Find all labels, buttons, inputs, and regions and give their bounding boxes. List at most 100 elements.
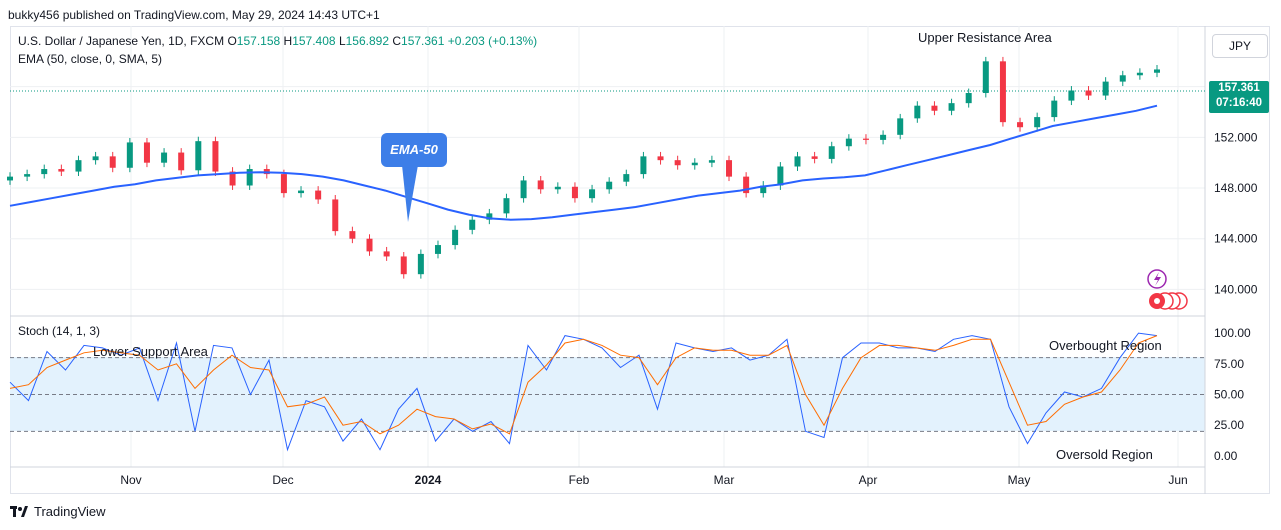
candle [469,215,476,235]
candle [75,155,82,176]
candle [1068,86,1075,106]
candle [897,113,904,140]
candle [606,177,613,194]
candle [486,208,493,225]
ema-legend[interactable]: EMA (50, close, 0, SMA, 5) [18,52,163,66]
candle [212,136,219,176]
candle [246,164,253,190]
candle [948,98,955,116]
stoch-tick-label: 25.00 [1214,418,1244,432]
candle [828,141,835,164]
candle [417,249,424,279]
candle [794,151,801,171]
candle [503,193,510,218]
candle [999,56,1006,127]
candle [1154,65,1160,78]
candle [92,151,99,165]
candle [623,169,630,187]
upper-resistance-label: Upper Resistance Area [918,30,1052,45]
footer-brand: TradingView [34,504,106,519]
candle [777,162,784,190]
oversold-label: Oversold Region [1056,447,1153,462]
stoch-tick-label: 0.00 [1214,449,1238,463]
candle [41,164,48,179]
alert-icon[interactable] [1147,269,1167,289]
candle [571,182,578,203]
price-tick-label: 144.000 [1214,232,1258,246]
stoch-tick-label: 75.00 [1214,357,1244,371]
price-tick-label: 140.000 [1214,282,1258,296]
candle [537,176,544,194]
candle [161,148,168,168]
candle [982,56,989,98]
candle [7,172,13,185]
candle [452,225,459,250]
time-tick-label: Feb [569,473,590,487]
stoch-legend[interactable]: Stoch (14, 1, 3) [18,324,101,338]
candle [554,182,561,194]
time-tick-label: Dec [272,473,293,487]
ema-callout-pointer [402,165,418,222]
bar-countdown: 07:16:40 [1215,97,1263,109]
chart-frame [10,26,1270,494]
currency-button[interactable]: JPY [1212,34,1268,58]
change-value: +0.203 (+0.13%) [447,34,538,48]
candle [400,252,407,279]
candle [640,151,647,179]
high-label: H [283,34,293,48]
footer: TradingView [10,504,106,519]
candle [1034,112,1041,132]
candle [589,184,596,203]
record-stack-icon[interactable] [1149,292,1188,310]
time-tick-label: Nov [120,473,141,487]
candle [1085,86,1092,100]
time-tick-label: Mar [714,473,735,487]
candle [743,172,750,198]
candle [657,151,664,165]
open-label: O [227,34,237,48]
stoch-tick-label: 50.00 [1214,388,1244,402]
stoch-tick-label: 100.00 [1214,326,1251,340]
publisher-line: bukky456 published on TradingView.com, M… [8,8,380,22]
candle [332,195,339,236]
candle [811,151,818,164]
candle [298,186,305,198]
stoch-d-line [9,335,1158,435]
high-value: 157.408 [292,34,336,48]
symbol-name[interactable]: U.S. Dollar / Japanese Yen, 1D, FXCM [18,34,225,48]
price-tick-label: 148.000 [1214,181,1258,195]
time-tick-label: Jun [1168,473,1187,487]
candle [880,130,887,145]
candle [1017,117,1024,132]
candle [708,155,715,168]
candle [349,226,356,244]
candle [109,151,116,173]
candle [366,234,373,256]
candle [691,158,698,170]
candle [845,134,852,151]
time-tick-label: 2024 [415,473,442,487]
close-label: C [392,34,402,48]
candle [315,186,322,204]
candle [674,155,681,170]
time-tick-label: May [1008,473,1031,487]
price-tick-label: 152.000 [1214,130,1258,144]
ema-line [9,104,1158,221]
overbought-label: Overbought Region [1049,338,1162,353]
candle [965,88,972,108]
candle [229,167,236,190]
candle [24,169,31,182]
candle [178,148,185,175]
candle [280,169,287,198]
last-price: 157.361 [1218,82,1260,94]
candle [914,101,921,123]
candle [126,137,133,173]
candle [931,101,938,116]
lower-support-label: Lower Support Area [93,344,208,359]
candle [143,137,150,168]
candle [383,246,390,261]
candle [434,240,441,259]
candle [58,164,65,176]
low-label: L [338,34,346,48]
